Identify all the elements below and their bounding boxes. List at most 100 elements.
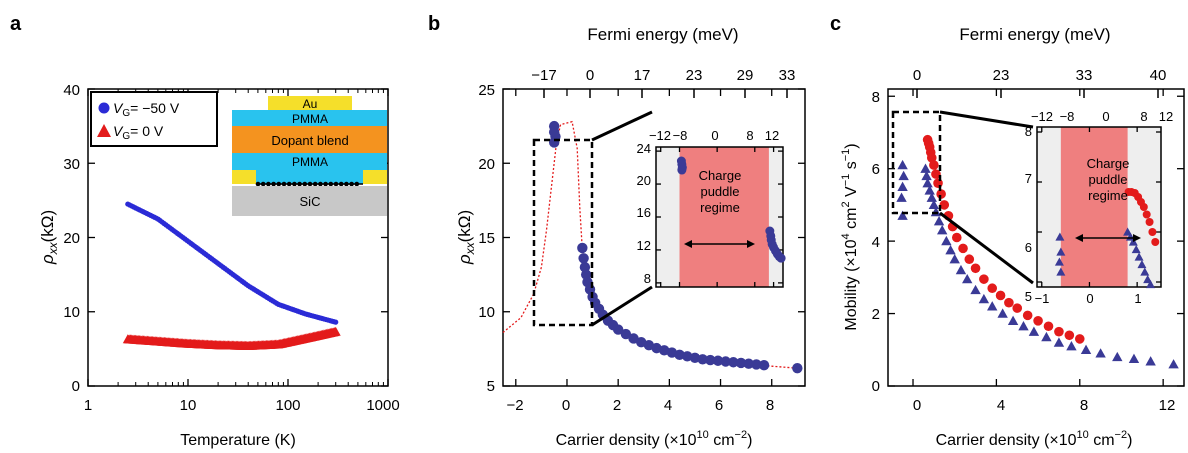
data-point (728, 357, 739, 368)
arrowhead-left (684, 240, 692, 248)
stack-layer-sic (232, 186, 387, 216)
stack-contact-left (232, 170, 256, 184)
xtick-label: 2 (613, 397, 621, 414)
top-axis-label-c: Fermi energy (meV) (959, 25, 1110, 44)
legend-marker-triangle (97, 124, 111, 137)
data-point (792, 362, 803, 374)
data-point (997, 308, 1008, 318)
legend-box (90, 91, 218, 147)
xtick-label: 0 (913, 397, 921, 414)
charge-puddle-region (679, 147, 769, 287)
data-point (751, 359, 762, 370)
data-point (1054, 257, 1064, 266)
zoom-box-c (891, 110, 942, 215)
zoom-connector (939, 211, 1034, 285)
inset-top-tick-label: −12 (1031, 109, 1053, 124)
data-point (1168, 359, 1179, 369)
data-point (1131, 245, 1141, 254)
panel-letter-b: b (428, 13, 440, 35)
data-point (577, 242, 588, 254)
data-point (1143, 275, 1153, 284)
top-tick-label: 23 (993, 67, 1010, 84)
stack-layer-pmma-gap (256, 170, 363, 184)
xtick-label: 100 (275, 397, 300, 414)
inset-series (1054, 188, 1160, 289)
data-point (995, 290, 1006, 301)
inset-xtick-label: 1 (1134, 291, 1141, 306)
data-point (1033, 316, 1043, 326)
stack-layer-pmma-top (232, 110, 387, 126)
top-tick-label: 0 (913, 67, 921, 84)
data-point (1007, 315, 1019, 325)
data-point (970, 284, 981, 295)
inset-ytick-label: 12 (637, 238, 651, 253)
data-point (578, 253, 589, 264)
ytick-label: 0 (72, 378, 80, 395)
axis-ticks-c (888, 89, 1184, 387)
ytick-label: 10 (478, 304, 495, 321)
data-point (720, 356, 731, 367)
data-point (333, 181, 339, 187)
data-point (1066, 340, 1077, 351)
ytick-label: 5 (487, 378, 495, 395)
stack-label-pmma-bottom: PMMA (292, 155, 328, 169)
data-point (1056, 247, 1066, 256)
ytick-label: 0 (872, 378, 880, 395)
data-point (743, 358, 754, 369)
inset-xtick-label: −12 (649, 128, 671, 143)
graphene-atoms (255, 181, 360, 187)
data-point (921, 170, 932, 181)
ytick-label: 20 (63, 230, 80, 247)
data-point (260, 181, 266, 187)
data-point (928, 199, 940, 210)
inset-ytick-label: 16 (637, 205, 651, 220)
inset-ytick-label: 7 (1025, 171, 1032, 186)
inset-ytick-label: 24 (637, 141, 651, 156)
zoom-connector (591, 285, 653, 327)
stack-label-dopant: Dopant blend (271, 133, 348, 148)
arrowhead-right (747, 240, 755, 248)
legend-label: VG= 0 V (113, 123, 164, 142)
top-tick-label: −17 (531, 67, 556, 84)
data-point (929, 160, 939, 170)
data-point (955, 264, 967, 275)
legend-a: VG= −50 V VG= 0 V (90, 91, 218, 147)
x-axis-label-c: Carrier density (×1010 cm−2) (936, 429, 1133, 449)
data-point (962, 273, 973, 284)
data-point (926, 153, 937, 163)
inset-ytick-label: 5 (1025, 289, 1032, 304)
y-axis-label-a: ρxx(kΩ) (38, 210, 60, 265)
inset-ticks (656, 147, 783, 287)
inset-top-tick-label: 8 (1140, 109, 1147, 124)
data-point (1140, 267, 1150, 276)
data-point (318, 181, 323, 187)
data-point (705, 354, 716, 366)
data-point (1080, 344, 1092, 354)
data-point (307, 181, 313, 187)
arrowhead-right (1133, 234, 1141, 242)
xtick-label: 8 (1080, 397, 1088, 414)
data-point (776, 253, 786, 263)
data-point (349, 181, 354, 187)
data-point (896, 192, 907, 202)
inset-top-tick-label: 0 (1102, 109, 1109, 124)
puddle-label-line: regime (1088, 188, 1128, 203)
data-point (302, 181, 308, 187)
data-point (297, 181, 302, 187)
inset-b: Charge puddle regime −12 −8 0 8 12 8 12 … (637, 128, 786, 288)
series-c (896, 134, 1179, 369)
legend-label: VG= −50 V (113, 100, 180, 119)
x-axis-label-b: Carrier density (×1010 cm−2) (556, 429, 753, 449)
xtick-label: 10 (180, 397, 197, 414)
xtick-label: −2 (506, 397, 523, 414)
series-b (502, 120, 803, 374)
xtick-label: 1000 (366, 397, 399, 414)
arrowhead-left (1075, 234, 1083, 242)
data-point (939, 200, 950, 210)
data-point (312, 181, 318, 187)
data-point (697, 354, 708, 365)
stack-layer-au (268, 96, 352, 111)
data-point (1145, 356, 1156, 366)
ytick-label: 6 (872, 161, 880, 178)
data-point (1054, 326, 1064, 337)
